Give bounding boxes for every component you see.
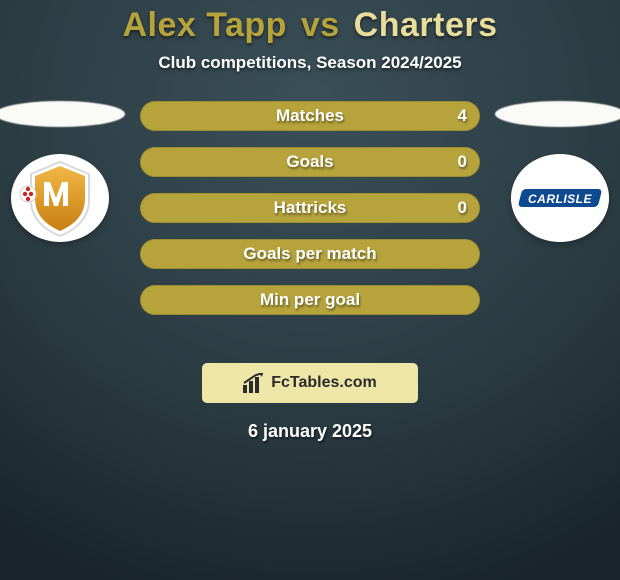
stat-bars: Matches4Goals0Hattricks0Goals per matchM…	[140, 101, 480, 331]
title-player1: Alex Tapp	[122, 6, 286, 44]
bar-label: Matches	[141, 102, 479, 130]
bar-label: Goals	[141, 148, 479, 176]
carlisle-logo: CARLISLE	[511, 154, 609, 242]
bar-label: Goals per match	[141, 240, 479, 268]
date-label: 6 january 2025	[0, 421, 620, 442]
bar-value-right: 0	[458, 148, 467, 176]
stat-bar: Goals0	[140, 147, 480, 177]
title-vs: vs	[301, 6, 340, 44]
comparison-stage: CARLISLE Matches4Goals0Hattricks0Goals p…	[0, 101, 620, 361]
title-player2: Charters	[354, 6, 498, 44]
club-logo-right: CARLISLE	[511, 154, 609, 242]
shadow-ellipse-left	[0, 101, 125, 127]
mk-dons-logo	[11, 154, 109, 242]
stat-bar: Min per goal	[140, 285, 480, 315]
fctables-icon	[243, 373, 265, 393]
bar-label: Min per goal	[141, 286, 479, 314]
stat-bar: Hattricks0	[140, 193, 480, 223]
stat-bar: Goals per match	[140, 239, 480, 269]
watermark-text: FcTables.com	[271, 374, 377, 392]
stat-bar: Matches4	[140, 101, 480, 131]
bar-value-right: 4	[458, 102, 467, 130]
club-logo-left	[11, 154, 109, 242]
page-title: Alex Tapp vs Charters	[0, 6, 620, 45]
svg-text:CARLISLE: CARLISLE	[528, 192, 592, 206]
shadow-ellipse-right	[495, 101, 620, 127]
bar-label: Hattricks	[141, 194, 479, 222]
subtitle: Club competitions, Season 2024/2025	[0, 53, 620, 73]
watermark: FcTables.com	[202, 363, 418, 403]
bar-value-right: 0	[458, 194, 467, 222]
